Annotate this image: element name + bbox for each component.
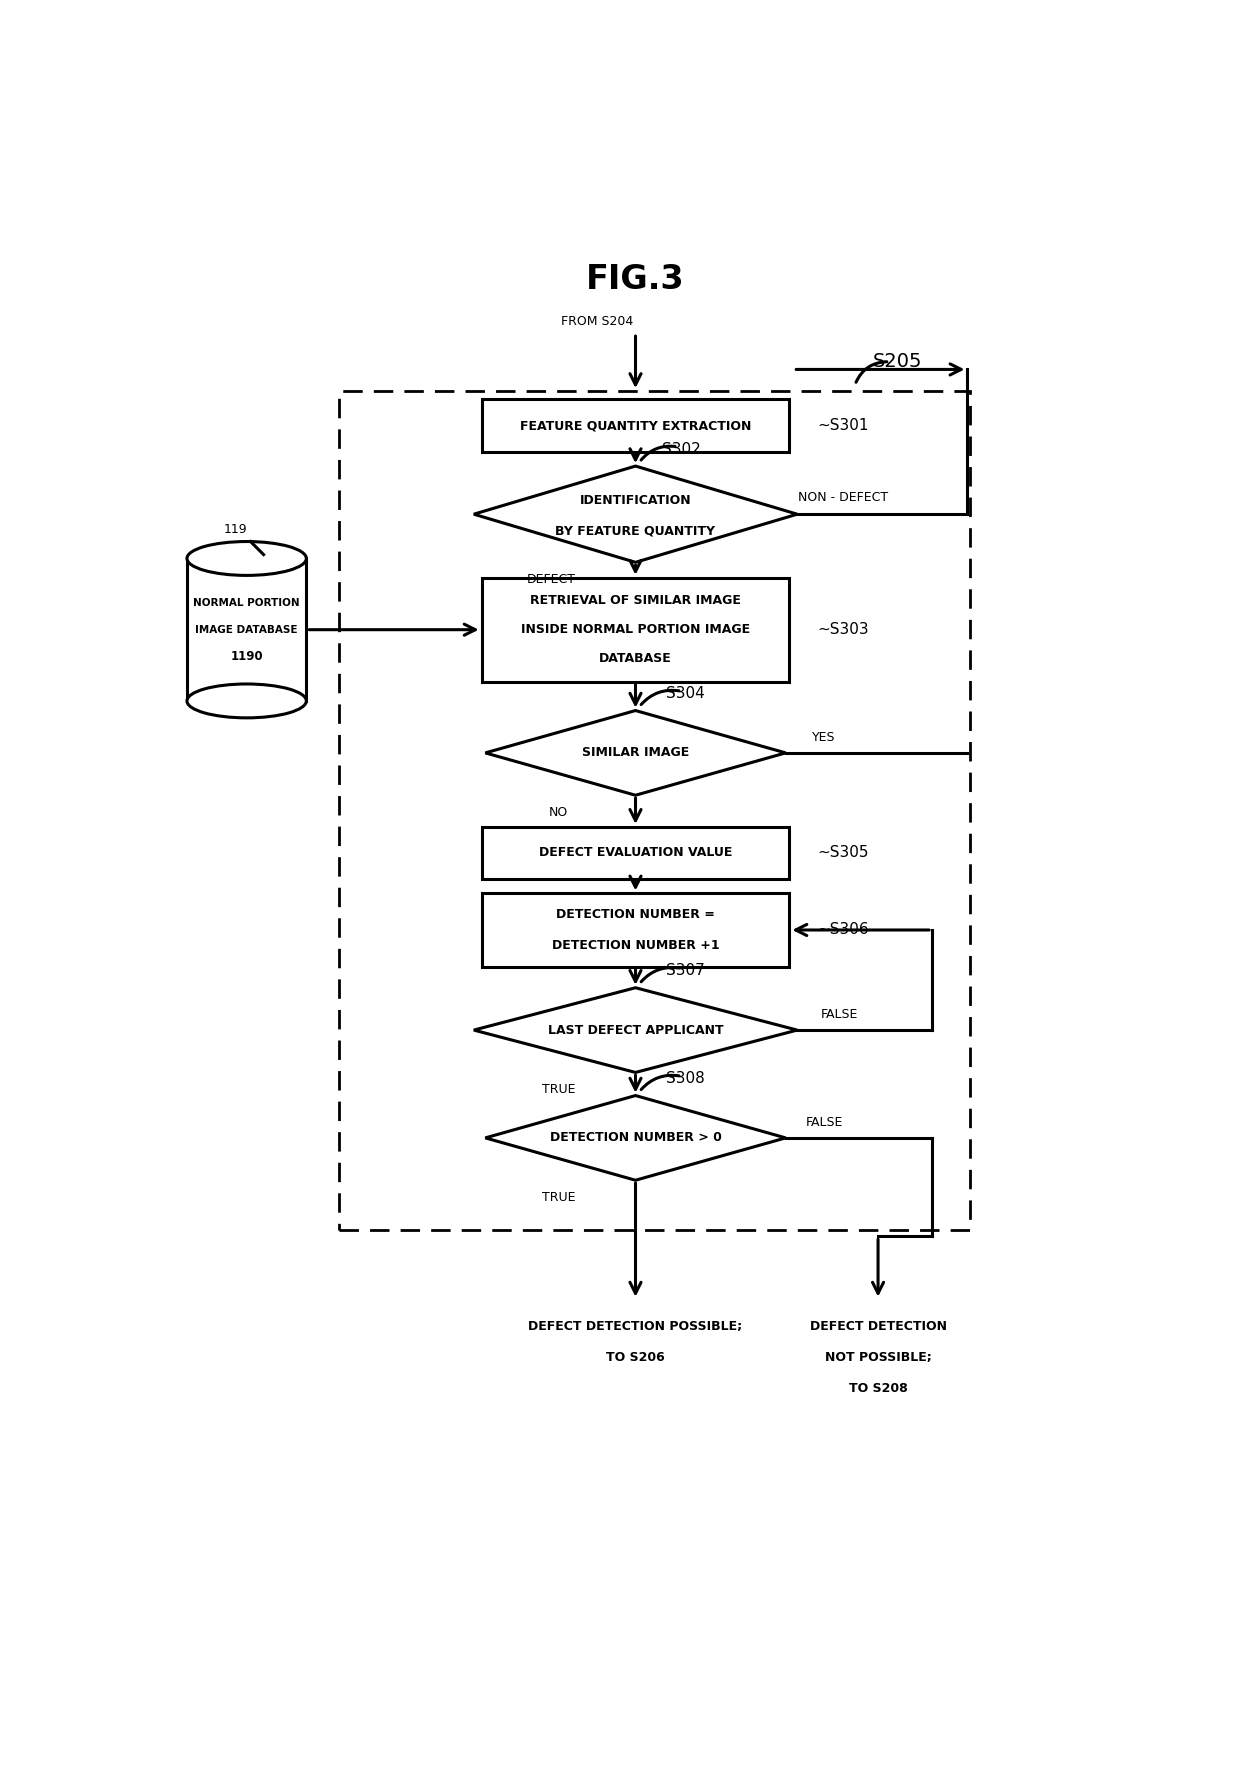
Text: DEFECT DETECTION: DEFECT DETECTION [810, 1320, 946, 1334]
Polygon shape [474, 465, 797, 563]
Text: ∼S303: ∼S303 [817, 622, 869, 638]
Text: ∼S301: ∼S301 [817, 417, 869, 433]
Text: DATABASE: DATABASE [599, 652, 672, 666]
Text: FIG.3: FIG.3 [587, 263, 684, 297]
Text: ∼S306: ∼S306 [817, 922, 869, 938]
Text: YES: YES [812, 732, 836, 744]
Text: S302: S302 [662, 442, 701, 456]
Polygon shape [474, 987, 797, 1073]
Text: SIMILAR IMAGE: SIMILAR IMAGE [582, 746, 689, 760]
Text: ∼S305: ∼S305 [817, 845, 869, 861]
Text: DETECTION NUMBER +1: DETECTION NUMBER +1 [552, 940, 719, 952]
Text: 119: 119 [223, 522, 247, 536]
Text: RETRIEVAL OF SIMILAR IMAGE: RETRIEVAL OF SIMILAR IMAGE [529, 593, 742, 607]
Text: S205: S205 [873, 352, 923, 371]
Text: BY FEATURE QUANTITY: BY FEATURE QUANTITY [556, 524, 715, 538]
Text: FROM S204: FROM S204 [560, 314, 634, 329]
Text: TRUE: TRUE [542, 1083, 575, 1096]
Ellipse shape [187, 542, 306, 575]
Text: NON - DEFECT: NON - DEFECT [799, 490, 889, 504]
Ellipse shape [187, 684, 306, 718]
Text: NOT POSSIBLE;: NOT POSSIBLE; [825, 1352, 931, 1364]
Text: INSIDE NORMAL PORTION IMAGE: INSIDE NORMAL PORTION IMAGE [521, 623, 750, 636]
Text: DEFECT: DEFECT [526, 572, 575, 586]
Text: DEFECT EVALUATION VALUE: DEFECT EVALUATION VALUE [539, 847, 732, 860]
Text: IMAGE DATABASE: IMAGE DATABASE [196, 625, 298, 634]
Polygon shape [485, 710, 786, 796]
FancyBboxPatch shape [481, 400, 790, 451]
FancyBboxPatch shape [187, 558, 306, 702]
FancyBboxPatch shape [481, 577, 790, 682]
Text: S307: S307 [666, 963, 704, 979]
Text: DETECTION NUMBER =: DETECTION NUMBER = [556, 908, 715, 922]
Text: DETECTION NUMBER > 0: DETECTION NUMBER > 0 [549, 1131, 722, 1144]
Text: TRUE: TRUE [542, 1190, 575, 1204]
Text: S304: S304 [666, 686, 704, 702]
Text: TO S208: TO S208 [848, 1382, 908, 1394]
Text: IDENTIFICATION: IDENTIFICATION [579, 494, 692, 506]
FancyBboxPatch shape [481, 893, 790, 966]
Polygon shape [485, 1096, 786, 1181]
Text: FEATURE QUANTITY EXTRACTION: FEATURE QUANTITY EXTRACTION [520, 419, 751, 432]
Text: FALSE: FALSE [806, 1115, 843, 1130]
Text: TO S206: TO S206 [606, 1352, 665, 1364]
Text: FALSE: FALSE [821, 1009, 858, 1021]
Text: NORMAL PORTION: NORMAL PORTION [193, 599, 300, 607]
Text: LAST DEFECT APPLICANT: LAST DEFECT APPLICANT [548, 1023, 723, 1037]
Text: S308: S308 [666, 1071, 704, 1087]
Text: 1190: 1190 [231, 650, 263, 662]
Text: NO: NO [549, 806, 568, 819]
FancyBboxPatch shape [481, 828, 790, 879]
Text: DEFECT DETECTION POSSIBLE;: DEFECT DETECTION POSSIBLE; [528, 1320, 743, 1334]
